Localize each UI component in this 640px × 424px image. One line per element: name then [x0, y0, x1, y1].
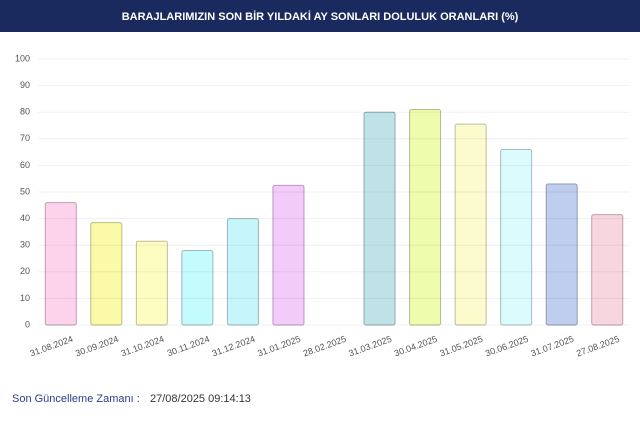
x-tick-label: 31.07.2025: [529, 334, 575, 359]
x-tick-label: 30.06.2025: [484, 334, 530, 359]
footer-label: Son Güncelleme Zamanı :: [12, 393, 140, 405]
x-tick-label: 28.02.2025: [302, 334, 348, 359]
y-tick-label: 0: [25, 319, 30, 329]
title-bar: [0, 0, 640, 32]
x-tick-label: 31.12.2024: [211, 334, 257, 359]
y-tick-label: 20: [20, 266, 30, 276]
bar: [44, 202, 77, 326]
bar: [135, 240, 168, 326]
x-tick-label: 30.04.2025: [393, 334, 439, 359]
bar: [409, 109, 442, 326]
x-tick-label: 30.11.2024: [166, 334, 211, 359]
bar: [545, 183, 578, 326]
bar: [90, 222, 123, 326]
bar: [272, 184, 305, 326]
bar: [500, 148, 533, 326]
bar: [363, 111, 396, 326]
y-tick-label: 40: [20, 213, 30, 223]
y-tick-label: 70: [20, 133, 30, 143]
y-tick-label: 50: [20, 186, 30, 196]
x-tick-label: 31.05.2025: [438, 334, 484, 359]
y-tick-label: 90: [20, 80, 30, 90]
y-tick-label: 10: [20, 293, 30, 303]
bar: [181, 250, 214, 326]
chart-title: BARAJLARIMIZIN SON BİR YILDAKİ AY SONLAR…: [122, 10, 519, 23]
x-tick-label: 31.08.2024: [29, 334, 75, 359]
y-tick-label: 60: [20, 160, 30, 170]
x-tick-label: 31.01.2025: [256, 334, 302, 359]
footer-value: 27/08/2025 09:14:13: [150, 393, 251, 405]
bar: [226, 218, 259, 326]
x-tick-label: 31.03.2025: [347, 334, 393, 359]
x-tick-label: 31.10.2024: [120, 334, 166, 359]
bar: [454, 123, 487, 326]
x-tick-label: 27.08.2025: [575, 334, 621, 359]
bar: [591, 214, 624, 326]
y-tick-label: 100: [15, 53, 30, 63]
x-tick-label: 30.09.2024: [74, 334, 120, 359]
y-tick-label: 30: [20, 240, 30, 250]
y-tick-label: 80: [20, 107, 30, 117]
